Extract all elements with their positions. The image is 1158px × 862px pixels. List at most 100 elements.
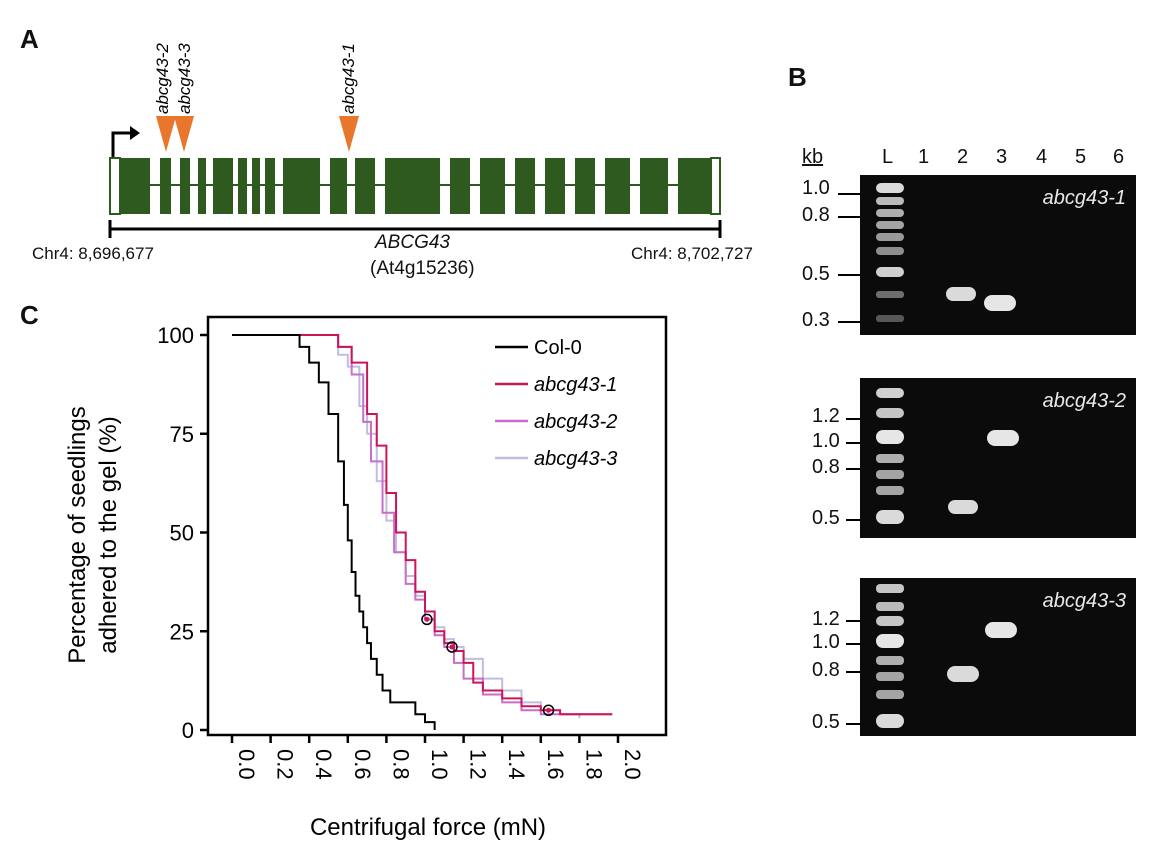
marker-label: 1.0 <box>802 177 830 199</box>
legend-label: abcg43-1 <box>534 374 617 396</box>
ladder-band <box>876 291 904 298</box>
median-marker-dot <box>449 644 455 650</box>
lane-label-6: 6 <box>1113 146 1125 168</box>
ladder-band <box>876 408 904 418</box>
plot-frame <box>206 315 668 737</box>
gel-name-3: abcg43-3 <box>1042 590 1126 612</box>
ladder-band <box>876 714 904 728</box>
y-tick-label: 100 <box>157 323 194 348</box>
x-tick-label: 2.0 <box>620 749 645 780</box>
insertion-label-abcg43-2: abcg43-2 <box>153 43 172 114</box>
ladder-band <box>876 315 904 322</box>
ladder-band <box>876 656 904 665</box>
exon <box>515 158 535 214</box>
gel-image-1: abcg43-1 <box>860 175 1136 335</box>
gel-image-2: abcg43-2 <box>860 378 1136 538</box>
exon <box>198 158 206 214</box>
gene-name: ABCG43 <box>375 232 450 253</box>
gel-bands <box>876 183 1016 322</box>
ladder-band <box>876 430 904 444</box>
exon <box>160 158 171 214</box>
pcr-band <box>948 500 978 514</box>
exon <box>238 158 247 214</box>
x-tick-label: 0.4 <box>311 749 336 780</box>
series-line-abcg43-1 <box>232 334 613 716</box>
marker-tick <box>846 418 860 420</box>
x-tick-label: 1.6 <box>543 749 568 780</box>
insertion-arrow-icon <box>174 116 194 152</box>
pcr-band <box>984 295 1016 311</box>
exon <box>120 158 150 214</box>
ladder-band <box>876 388 904 398</box>
gene-start-coord: Chr4: 8,696,677 <box>32 244 154 263</box>
marker-tick <box>846 519 860 521</box>
marker-tick <box>846 671 860 673</box>
y-axis-label-line1: Percentage of seedlings <box>64 406 91 664</box>
median-marker-dot <box>424 616 430 622</box>
lane-label-1: 1 <box>918 146 930 168</box>
ladder-band <box>876 247 904 255</box>
series-line-abcg43-3 <box>232 334 581 719</box>
median-marker-dot <box>546 707 552 713</box>
ladder-band <box>876 454 904 463</box>
lane-label-5: 5 <box>1075 146 1087 168</box>
marker-tick <box>838 274 860 276</box>
y-tick-label: 50 <box>170 521 194 546</box>
y-tick-label: 75 <box>170 422 194 447</box>
exon <box>640 158 668 214</box>
x-tick-label: 1.4 <box>504 749 529 780</box>
marker-tick <box>846 643 860 645</box>
marker-tick <box>846 620 860 622</box>
marker-label: 0.8 <box>812 456 840 478</box>
y-axis-label-line2: adhered to the gel (%) <box>95 416 122 653</box>
exon <box>450 158 470 214</box>
x-tick-label: 1.8 <box>581 749 606 780</box>
marker-tick <box>838 216 860 218</box>
marker-label: 1.0 <box>812 430 840 452</box>
y-tick-label: 0 <box>182 718 194 743</box>
ladder-band <box>876 209 904 217</box>
exon <box>385 158 440 214</box>
x-axis-label: Centrifugal force (mN) <box>310 814 546 841</box>
marker-tick <box>838 321 860 323</box>
gel-image-3: abcg43-3 <box>860 578 1136 736</box>
x-tick-label: 1.2 <box>466 749 491 780</box>
ladder-band <box>876 221 904 229</box>
exon <box>545 158 565 214</box>
marker-label: 1.2 <box>812 608 840 630</box>
ladder-band <box>876 510 904 524</box>
x-tick-label: 1.0 <box>427 749 452 780</box>
exon <box>265 158 275 214</box>
exon <box>283 158 320 214</box>
marker-tick <box>846 468 860 470</box>
x-tick-label: 0.2 <box>273 749 298 780</box>
lane-label-l: L <box>882 146 894 168</box>
ladder-band <box>876 690 904 699</box>
panel-letter-b: B <box>788 62 807 92</box>
ladder-band <box>876 486 904 495</box>
tss-arrowhead-icon <box>130 126 140 140</box>
gel-name-2: abcg43-2 <box>1042 390 1126 412</box>
panel-letter-c: C <box>20 300 39 330</box>
marker-label: 0.5 <box>812 711 840 733</box>
legend-label: abcg43-2 <box>534 411 617 433</box>
insertion-label-abcg43-1: abcg43-1 <box>339 43 358 114</box>
exon <box>355 158 375 214</box>
exon <box>575 158 595 214</box>
ladder-band <box>876 197 904 205</box>
marker-label: 0.3 <box>802 309 830 331</box>
legend-label: abcg43-3 <box>534 448 617 470</box>
gel-name-1: abcg43-1 <box>1042 187 1126 209</box>
exon <box>213 158 233 214</box>
lane-label-2: 2 <box>957 146 969 168</box>
y-tick-label: 25 <box>170 619 194 644</box>
median-marker <box>446 641 458 653</box>
marker-label: 1.2 <box>812 405 840 427</box>
pcr-band <box>985 622 1017 638</box>
ladder-band <box>876 602 904 611</box>
x-tick-label: 0.6 <box>350 749 375 780</box>
median-marker <box>542 704 555 716</box>
panel-letter-a: A <box>20 24 39 54</box>
marker-label: 0.8 <box>802 204 830 226</box>
exon <box>678 158 711 214</box>
